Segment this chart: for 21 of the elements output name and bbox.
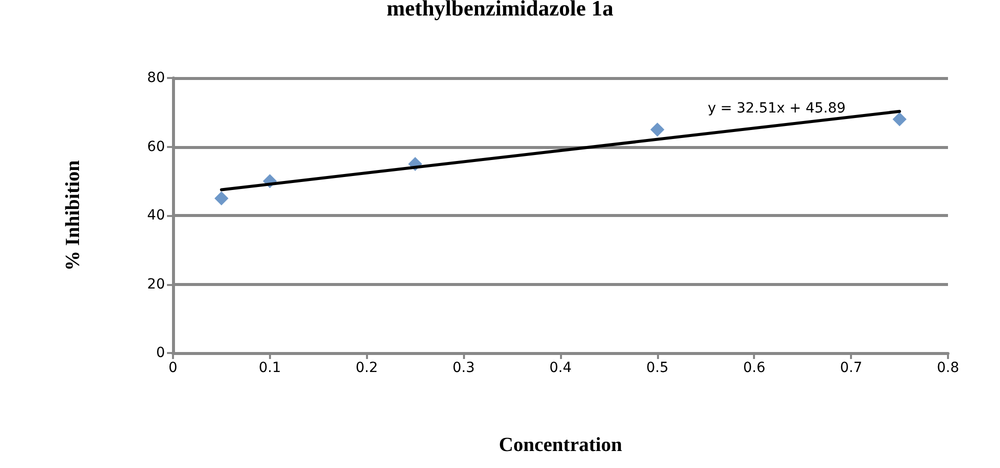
point <box>892 112 907 126</box>
x-tick-label: 0.1 <box>258 360 282 376</box>
x-tick-label: 0.7 <box>840 360 862 376</box>
point <box>214 191 228 206</box>
y-tick-label: 40 <box>147 208 165 224</box>
x-tick-label: 0.5 <box>646 360 669 376</box>
x-tick-label: 0.2 <box>356 360 378 376</box>
y-tick-label: 0 <box>156 345 165 361</box>
point <box>650 122 664 137</box>
x-tick-label: 0.8 <box>936 360 960 376</box>
x-tick-label: 0.3 <box>452 360 475 376</box>
y-tick-label: 60 <box>147 138 165 155</box>
y-tick-label: 80 <box>147 70 165 86</box>
x-axis-title: Concentration <box>498 434 622 456</box>
x-tick-label: 0.4 <box>549 360 572 376</box>
x-tick-label: 0 <box>168 360 178 376</box>
y-axis-title: % Inhibition <box>62 160 84 271</box>
chart-title: methylbenzimidazole 1a <box>386 0 614 20</box>
y-tick-label: 20 <box>147 276 165 292</box>
x-tick-label: 0.6 <box>743 360 766 376</box>
annotation: y = 32.51x + 45.89 <box>708 100 846 116</box>
